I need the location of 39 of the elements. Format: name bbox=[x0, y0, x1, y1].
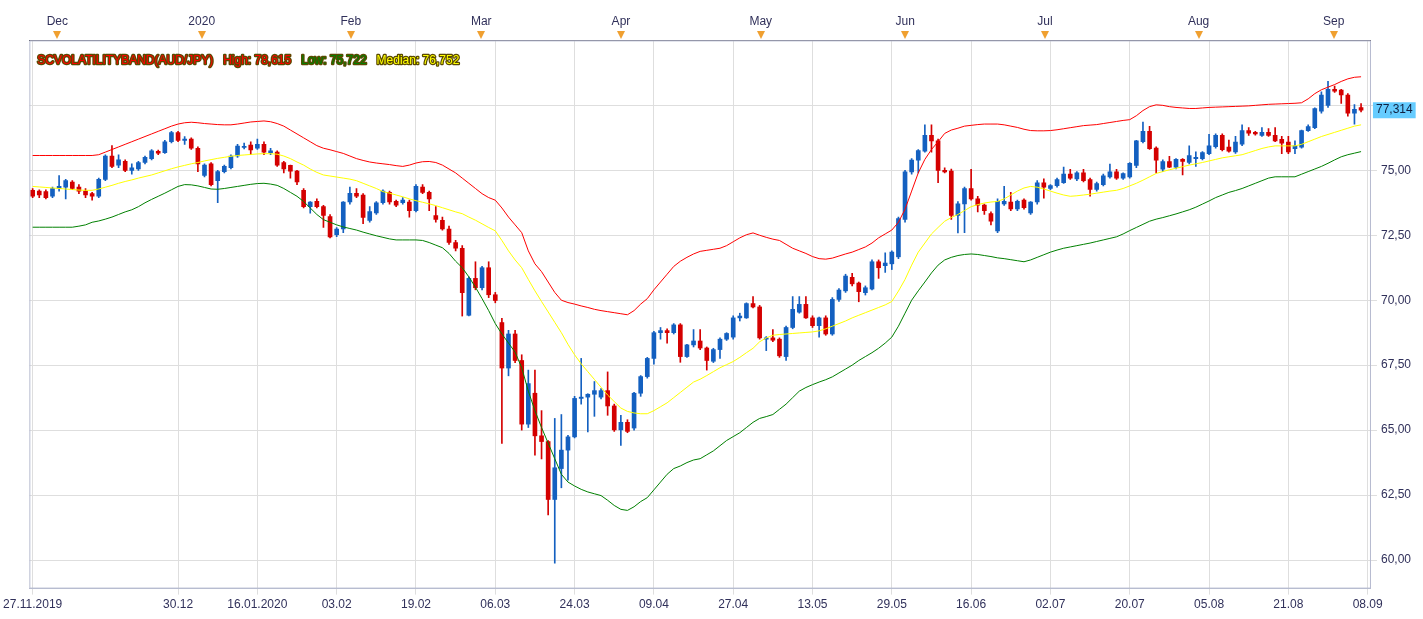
text: Median: 76,752 bbox=[376, 52, 460, 67]
text: Low: 75,722 bbox=[301, 52, 367, 67]
y-tick-label: 65,00 bbox=[1380, 422, 1412, 437]
y-tick-label: 62,50 bbox=[1380, 487, 1412, 502]
annotation: 77,314 bbox=[1375, 102, 1413, 117]
x-tick-label: 27.11.2019 bbox=[3, 597, 63, 612]
x-tick-label: 05.08 bbox=[1194, 597, 1225, 612]
x-tick-label: 06.03 bbox=[480, 597, 511, 612]
x2-tick-label: Jul bbox=[1037, 13, 1053, 28]
x-tick-label: 16.01.2020 bbox=[227, 597, 288, 612]
x-tick-label: 30.12 bbox=[163, 597, 194, 612]
y-tick-label: 75,00 bbox=[1380, 162, 1412, 177]
x-tick-label: 19.02 bbox=[400, 597, 432, 612]
x-tick-label: 13.05 bbox=[797, 597, 828, 612]
x-tick-label: 27.04 bbox=[718, 597, 749, 612]
y-tick-label: 60,00 bbox=[1380, 552, 1412, 567]
x2-tick-label: 2020 bbox=[188, 13, 216, 28]
x-tick-label: 20.07 bbox=[1114, 597, 1146, 612]
x-tick-label: 16.06 bbox=[956, 597, 987, 612]
x2-tick-label: May bbox=[749, 13, 773, 28]
x-tick-label: 21.08 bbox=[1273, 597, 1304, 612]
x-tick-label: 24.03 bbox=[559, 597, 590, 612]
x-tick-label: 02.07 bbox=[1035, 597, 1066, 612]
x2-tick-label: Mar bbox=[470, 13, 492, 28]
text: High: 78,615 bbox=[223, 52, 292, 67]
x2-tick-label: Feb bbox=[340, 13, 362, 28]
x-tick-label: 03.02 bbox=[321, 597, 353, 612]
x2-tick-label: Aug bbox=[1187, 13, 1210, 28]
y-tick-label: 72,50 bbox=[1380, 227, 1412, 242]
x2-tick-label: Jun bbox=[895, 13, 915, 28]
x-tick-label: 29.05 bbox=[876, 597, 908, 612]
x2-tick-label: Sep bbox=[1323, 13, 1345, 28]
y-tick-label: 70,00 bbox=[1380, 292, 1412, 307]
y-tick-label: 67,50 bbox=[1380, 357, 1412, 372]
text: SCVOLATILITYBAND(AUD/JPY) bbox=[37, 52, 214, 67]
x2-tick-label: Apr bbox=[611, 13, 631, 28]
x-tick-label: 09.04 bbox=[638, 597, 670, 612]
x2-tick-label: Dec bbox=[46, 13, 68, 28]
x-tick-label: 08.09 bbox=[1352, 597, 1384, 612]
